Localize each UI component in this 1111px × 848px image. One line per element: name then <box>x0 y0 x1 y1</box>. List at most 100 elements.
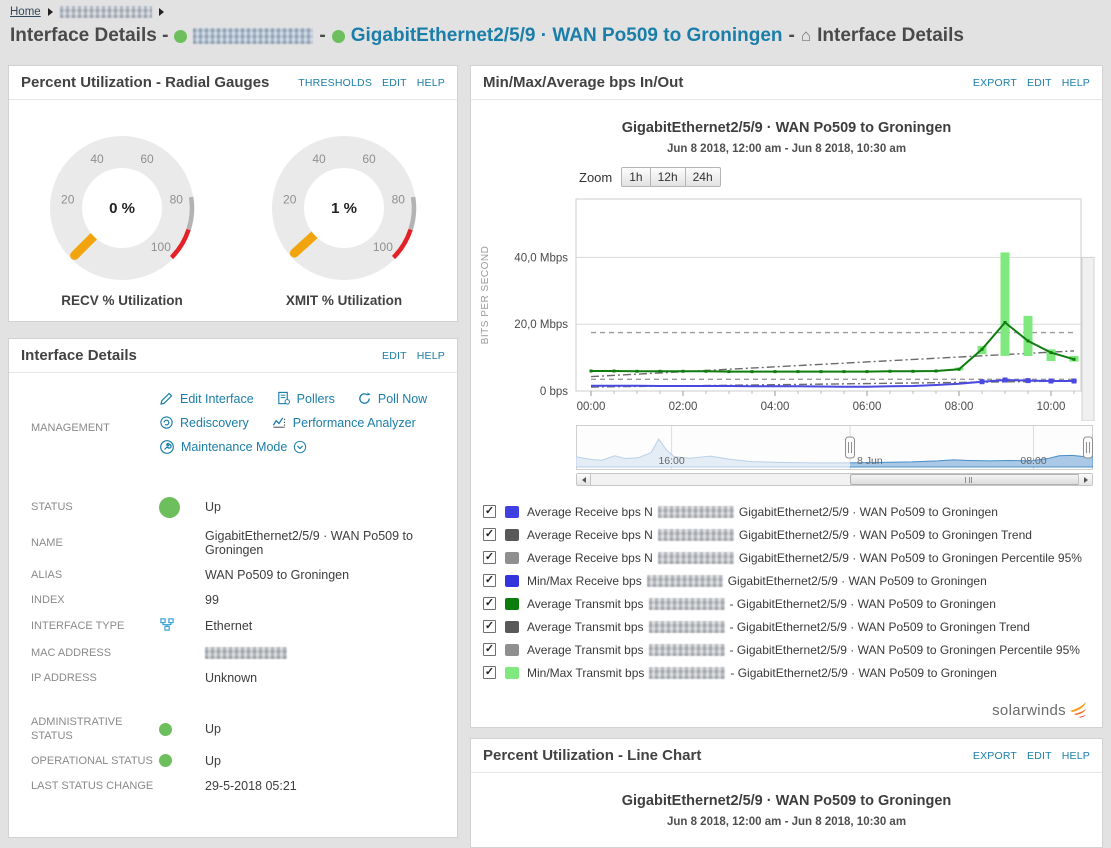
legend-color-swatch <box>505 597 519 610</box>
interface-link[interactable]: GigabitEthernet2/5/9 · WAN Po509 to Gron… <box>350 25 783 46</box>
panel-link-edit[interactable]: EDIT <box>1027 76 1052 89</box>
node-status-up-icon <box>174 29 188 43</box>
panel-link-edit[interactable]: EDIT <box>382 349 407 362</box>
field-label: STATUS <box>31 501 73 513</box>
series-min-max-transmit-bps-bar <box>1000 252 1010 356</box>
legend-label-suffix: GigabitEthernet2/5/9 · WAN Po509 to Gron… <box>738 550 1082 565</box>
panel-header: Interface Details EDIT HELP <box>9 339 457 373</box>
series-average-transmit-bps-trend <box>590 350 1075 378</box>
scrollbar-right-arrow[interactable] <box>1078 474 1092 485</box>
management-link-label: Performance Analyzer <box>292 415 416 430</box>
breadcrumb: Home <box>0 0 1111 18</box>
panel-link-help[interactable]: HELP <box>1061 76 1090 89</box>
legend-checkbox[interactable]: ✓ <box>483 643 496 656</box>
svg-text:40: 40 <box>90 152 104 166</box>
detail-row-ip-address: IP ADDRESS Unknown <box>31 665 457 690</box>
svg-text:1 %: 1 % <box>331 200 357 217</box>
legend-label-suffix: - GigabitEthernet2/5/9 · WAN Po509 to Gr… <box>729 642 1080 657</box>
svg-text:8 Jun: 8 Jun <box>857 455 883 467</box>
management-link-poll-now[interactable]: Poll Now <box>357 391 427 406</box>
legend-label-suffix: - GigabitEthernet2/5/9 · WAN Po509 to Gr… <box>729 619 1030 634</box>
panel-interface-details: Interface Details EDIT HELP MANAGEMENT Ed… <box>8 338 458 838</box>
legend-color-swatch <box>505 505 519 518</box>
legend-label-suffix: GigabitEthernet2/5/9 · WAN Po509 to Gron… <box>738 527 1032 542</box>
detail-value: Up <box>205 722 221 736</box>
legend-color-swatch <box>505 620 519 633</box>
panel-link-edit[interactable]: EDIT <box>1027 749 1052 762</box>
legend-label-suffix: GigabitEthernet2/5/9 · WAN Po509 to Gron… <box>738 504 998 519</box>
panel-link-edit[interactable]: EDIT <box>382 76 407 89</box>
legend-checkbox[interactable]: ✓ <box>483 574 496 587</box>
field-label: MAC ADDRESS <box>31 646 112 659</box>
zoom-24h-button[interactable]: 24h <box>684 167 721 187</box>
panel-link-export[interactable]: EXPORT <box>972 749 1018 762</box>
management-link-pollers[interactable]: Pollers <box>276 391 335 406</box>
chart-navigator[interactable]: 16:00 8 Jun 08:00 <box>576 425 1093 472</box>
legend-label-prefix: Average Receive bps N <box>527 550 653 565</box>
interface-details-body: MANAGEMENT Edit Interface Pollers Poll Now… <box>9 373 457 798</box>
detail-row-operational-status: OPERATIONAL STATUS Up <box>31 748 457 773</box>
field-label: IP ADDRESS <box>31 671 97 684</box>
panel-link-help[interactable]: HELP <box>416 76 445 89</box>
legend-checkbox[interactable]: ✓ <box>483 505 496 518</box>
home-icon: ⌂ <box>800 26 812 45</box>
panel-link-thresholds[interactable]: THRESHOLDS <box>298 76 373 89</box>
legend-row: ✓ Average Receive bps N GigabitEthernet2/5… <box>483 546 1102 569</box>
legend-checkbox[interactable]: ✓ <box>483 620 496 633</box>
svg-text:80: 80 <box>170 192 184 206</box>
legend-row: ✓ Average Transmit bps - GigabitEthernet2… <box>483 638 1102 661</box>
panel-link-help[interactable]: HELP <box>1061 749 1090 762</box>
management-link-label: Pollers <box>296 391 335 406</box>
navigator-handle-left[interactable] <box>845 436 855 459</box>
svg-text:20,0 Mbps: 20,0 Mbps <box>514 319 568 331</box>
edit-pencil-icon <box>159 391 174 406</box>
field-label: NAME <box>31 537 63 549</box>
management-link-maintenance-mode[interactable]: Maintenance Mode <box>159 439 307 455</box>
detail-value: Up <box>205 753 221 768</box>
zoom-label: Zoom <box>579 169 613 185</box>
breadcrumb-home-link[interactable]: Home <box>10 6 41 18</box>
legend-checkbox[interactable]: ✓ <box>483 528 496 541</box>
chart-title: GigabitEthernet2/5/9 · WAN Po509 to Gron… <box>621 120 952 136</box>
bps-chart: 0 bps 20,0 Mbps 40,0 Mbps 00:00 02:00 04:00 06… <box>480 198 1095 421</box>
detail-row-status: STATUS Up <box>31 490 457 524</box>
chevron-down-circle-icon[interactable] <box>293 440 307 454</box>
y-axis-scrollbar[interactable] <box>1081 256 1095 421</box>
management-link-label: Edit Interface <box>180 391 254 406</box>
performance-analyzer-icon <box>271 415 287 430</box>
detail-row-administrative-status: ADMINISTRATIVE STATUS Up <box>31 710 457 748</box>
panel-header: Percent Utilization - Line Chart EXPORT E… <box>471 739 1102 773</box>
legend-color-swatch <box>505 574 519 587</box>
legend-label-suffix: - GigabitEthernet2/5/9 · WAN Po509 to Gr… <box>730 665 997 680</box>
page-title-separator: - <box>788 25 795 46</box>
legend-row: ✓ Average Receive bps N GigabitEthernet2/5… <box>483 500 1102 523</box>
legend-checkbox[interactable]: ✓ <box>483 597 496 610</box>
scrollbar-thumb[interactable] <box>849 474 1087 485</box>
management-link-label: Rediscovery <box>180 415 249 430</box>
legend-checkbox[interactable]: ✓ <box>483 551 496 564</box>
legend-color-swatch <box>505 666 519 679</box>
navigator-handle-right[interactable] <box>1083 436 1093 459</box>
zoom-12h-button[interactable]: 12h <box>649 167 686 187</box>
rediscovery-icon <box>159 415 174 430</box>
panel-title: Min/Max/Average bps In/Out <box>483 74 684 91</box>
node-name-redacted[interactable] <box>193 28 314 44</box>
field-label: INDEX <box>31 593 65 606</box>
breadcrumb-redacted-item[interactable] <box>59 6 152 18</box>
zoom-controls: Zoom 1h 12h 24h <box>579 167 1102 187</box>
panel-link-export[interactable]: EXPORT <box>972 76 1018 89</box>
detail-row-name: NAME GigabitEthernet2/5/9 · WAN Po509 to … <box>31 524 457 562</box>
field-label: OPERATIONAL STATUS <box>31 754 153 767</box>
scrollbar-left-arrow[interactable] <box>577 474 591 485</box>
zoom-1h-button[interactable]: 1h <box>621 167 651 187</box>
legend-checkbox[interactable]: ✓ <box>483 666 496 679</box>
legend-redacted-node <box>648 597 725 610</box>
panel-title: Interface Details <box>21 347 137 364</box>
legend-redacted-node <box>646 574 723 587</box>
panel-link-help[interactable]: HELP <box>416 349 445 362</box>
chart-scrollbar[interactable] <box>576 473 1093 486</box>
management-link-rediscovery[interactable]: Rediscovery <box>159 415 249 430</box>
series-average-transmit-bps <box>591 321 1075 373</box>
management-link-performance-analyzer[interactable]: Performance Analyzer <box>271 415 416 430</box>
management-link-edit-interface[interactable]: Edit Interface <box>159 391 254 406</box>
